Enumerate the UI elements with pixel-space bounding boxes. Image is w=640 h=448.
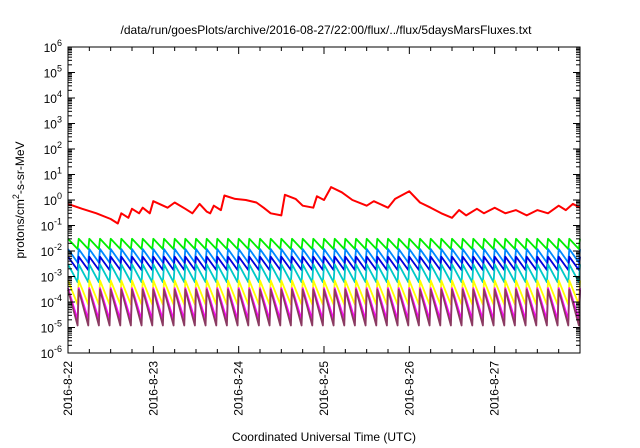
- y-tick-label: 104: [44, 89, 62, 106]
- x-axis-label: Coordinated Universal Time (UTC): [232, 430, 416, 444]
- series-line-3: [67, 248, 581, 264]
- x-tick-label: 2016-8-27: [488, 361, 502, 416]
- x-tick-label: 2016-8-22: [61, 361, 75, 416]
- y-tick-label: 105: [44, 64, 62, 81]
- y-tick-label: 10-3: [41, 268, 62, 285]
- y-tick-label: 101: [44, 166, 62, 183]
- chart-title: /data/run/goesPlots/archive/2016-08-27/2…: [121, 23, 533, 37]
- y-tick-label: 106: [44, 38, 62, 55]
- y-axis-label: protons/cm2-s-sr-MeV: [11, 141, 27, 258]
- y-tick-label: 103: [44, 115, 62, 132]
- axes-layer: [67, 46, 581, 354]
- x-tick-label: 2016-8-26: [402, 361, 416, 416]
- series-line-8: [67, 288, 581, 327]
- series-line-7: [67, 287, 581, 321]
- y-tick-label: 10-6: [41, 344, 62, 361]
- y-tick-label: 10-5: [41, 319, 62, 336]
- x-tick-labels: 2016-8-22 2016-8-23 2016-8-24 2016-8-25 2016…: [61, 361, 502, 416]
- y-tick-label: 102: [44, 140, 62, 157]
- y-tick-label: 100: [44, 191, 62, 208]
- y-tick-labels: 10-6 10-5 10-4 10-3 10-2 10-1 100 101 102 103 104 1…: [41, 38, 62, 361]
- x-tick-label: 2016-8-24: [232, 361, 246, 416]
- y-tick-label: 10-2: [41, 242, 62, 259]
- y-tick-label: 10-1: [41, 217, 62, 234]
- y-tick-label: 10-4: [41, 293, 62, 310]
- series-line-6: [67, 279, 581, 306]
- series-layer: [67, 186, 581, 327]
- x-tick-label: 2016-8-23: [146, 361, 160, 416]
- series-line-2: [67, 237, 581, 250]
- series-line-1: [67, 186, 581, 225]
- series-line-4: [67, 255, 581, 271]
- x-tick-label: 2016-8-25: [317, 361, 331, 416]
- series-line-5: [67, 263, 581, 284]
